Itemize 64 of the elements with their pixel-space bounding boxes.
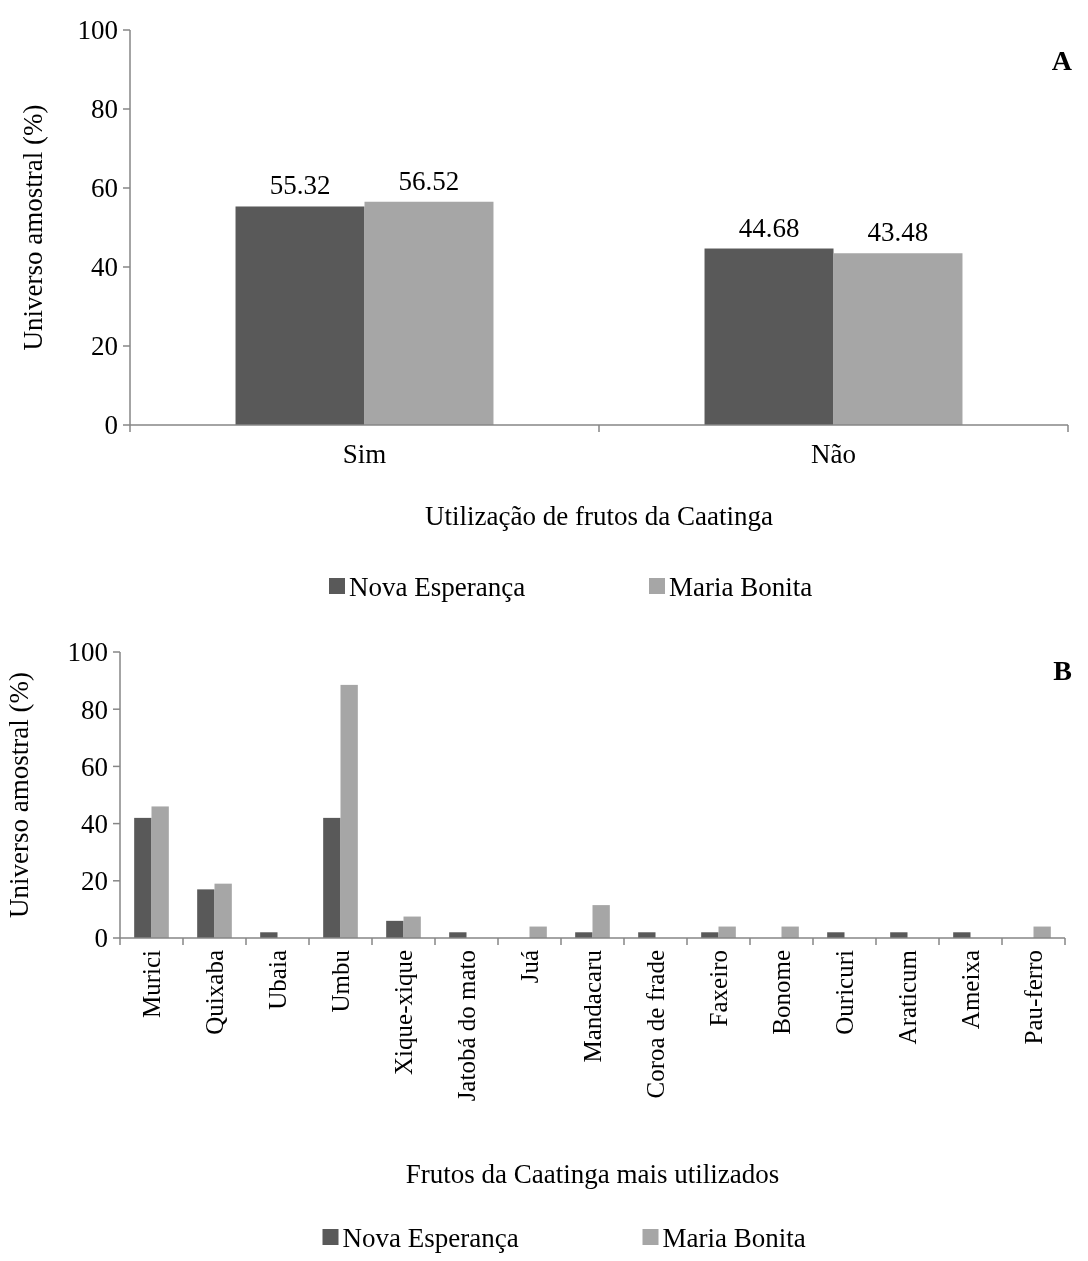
- y-tick-label: 80: [91, 94, 118, 125]
- bar: [340, 684, 358, 938]
- x-tick-label: Sim: [342, 439, 387, 469]
- legend-label: Nova Esperança: [342, 1223, 519, 1254]
- bar: [638, 932, 656, 938]
- x-tick-label: Coroa de frade: [642, 950, 670, 1099]
- bar: [449, 932, 467, 938]
- data-label: 43.48: [867, 217, 929, 248]
- y-axis-title: Universo amostral (%): [18, 104, 48, 351]
- bar: [151, 806, 169, 938]
- bar: [134, 817, 152, 938]
- bar: [235, 206, 365, 425]
- bar: [704, 248, 834, 425]
- annotation: A: [1051, 45, 1073, 76]
- x-tick-label: Jatobá do mato: [453, 950, 481, 1102]
- data-label: 44.68: [738, 212, 800, 243]
- bar: [833, 253, 963, 425]
- x-tick-label: Umbu: [327, 949, 355, 1013]
- x-tick-label: Araticum: [894, 949, 922, 1045]
- bar: [260, 932, 278, 938]
- x-axis-title: Frutos da Caatinga mais utilizados: [405, 1159, 780, 1189]
- bar: [197, 889, 215, 938]
- bar: [386, 920, 404, 938]
- bar: [701, 932, 719, 938]
- bar: [575, 932, 593, 938]
- x-tick-label: Ouricuri: [831, 949, 859, 1035]
- x-tick-label: Não: [811, 439, 856, 469]
- bar: [953, 932, 971, 938]
- y-tick-label: 40: [91, 252, 118, 283]
- bar: [403, 916, 421, 938]
- y-tick-label: 100: [67, 637, 108, 668]
- y-tick-label: 0: [104, 410, 118, 441]
- legend-label: Maria Bonita: [662, 1223, 806, 1254]
- bar: [592, 905, 610, 938]
- y-tick-label: 20: [81, 866, 108, 897]
- y-tick-label: 40: [81, 809, 108, 840]
- legend-label: Nova Esperança: [349, 572, 526, 603]
- y-tick-label: 60: [91, 173, 118, 204]
- x-tick-label: Ubaia: [264, 950, 292, 1010]
- x-tick-label: Juá: [516, 950, 544, 984]
- annotation: B: [1053, 655, 1072, 686]
- bar: [323, 817, 341, 938]
- x-tick-label: Pau-ferro: [1020, 950, 1048, 1045]
- y-tick-label: 100: [77, 15, 118, 46]
- y-axis-title: Universo amostral (%): [4, 672, 34, 918]
- bar: [214, 883, 232, 938]
- x-tick-label: Murici: [138, 949, 166, 1019]
- x-tick-label: Faxeiro: [705, 950, 733, 1027]
- data-label: 56.52: [398, 165, 460, 196]
- x-axis-title: Utilização de frutos da Caatinga: [425, 501, 773, 531]
- legend-label: Maria Bonita: [669, 572, 813, 603]
- x-tick-label: Bonome: [768, 950, 796, 1035]
- x-tick-label: Xique-xique: [390, 950, 418, 1075]
- y-tick-label: 20: [91, 331, 118, 362]
- x-tick-label: Quixaba: [201, 950, 229, 1035]
- bar: [827, 932, 845, 938]
- y-tick-label: 60: [81, 751, 108, 782]
- data-label: 55.32: [269, 170, 331, 201]
- y-tick-label: 0: [94, 923, 108, 954]
- x-tick-label: Mandacaru: [579, 949, 607, 1063]
- y-tick-label: 80: [81, 694, 108, 725]
- bar: [364, 201, 494, 425]
- x-tick-label: Ameixa: [957, 950, 985, 1030]
- bar: [890, 932, 908, 938]
